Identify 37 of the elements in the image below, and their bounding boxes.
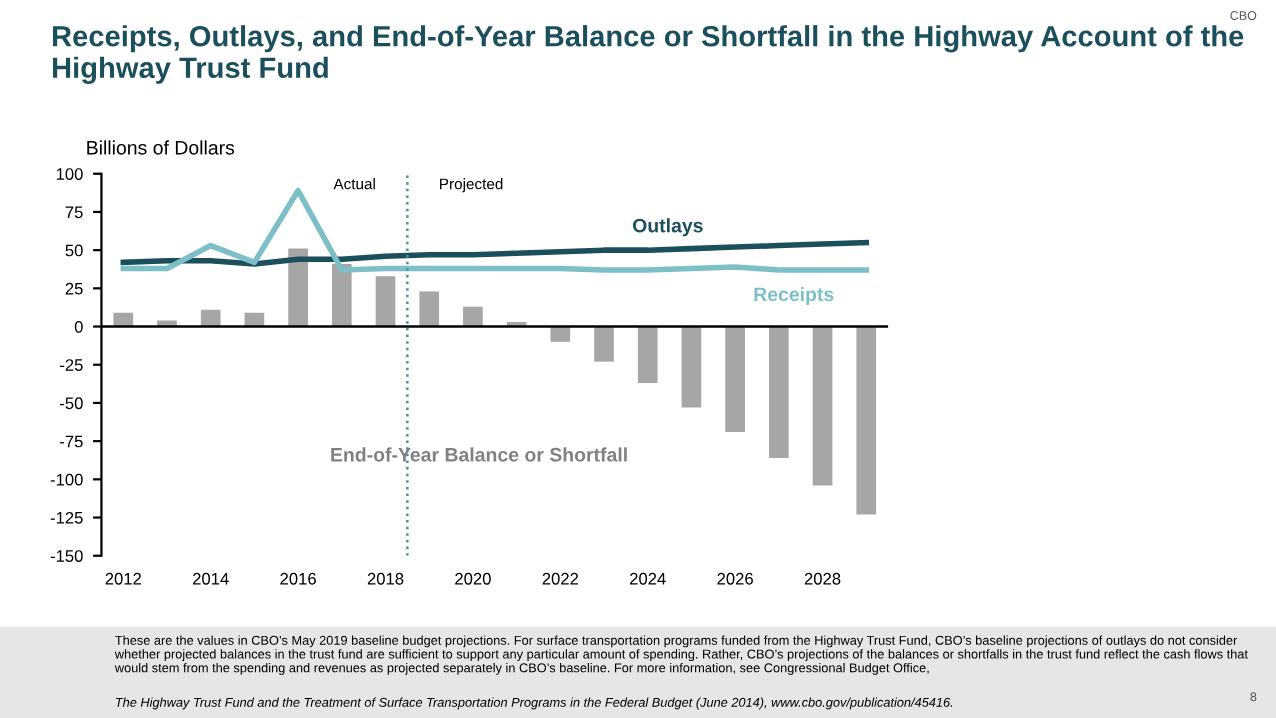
x-tick-label: 2026 [717,572,753,585]
bar [594,326,614,362]
x-tick-label: 2014 [193,572,229,585]
text: End-of-Year Balance or Shortfall [331,447,627,462]
bar [725,326,745,432]
series-label: Outlays [632,218,703,237]
bar [812,326,833,486]
bar [769,326,789,458]
y-axis-title: Billions of Dollars [87,140,235,155]
y-tick-label: -125 [50,511,83,524]
chart-title: Receipts, Outlays, and End-of-Year Balance or Shortfall in the Highway Account of the Highway Trust Fund [52,25,1244,84]
bar [419,291,440,327]
y-tick-label: -75 [60,435,83,448]
x-tick-label: 2020 [455,572,491,585]
x-tick-label: 2012 [105,572,141,585]
y-tick-label: 75 [65,206,83,219]
y-tick-label: -25 [60,359,83,371]
x-tick-label: 2018 [367,572,404,585]
y-tick-label: 100 [56,168,83,180]
y-tick-label: -150 [50,550,83,562]
series-label: Receipts [754,286,834,306]
x-tick-label: 2028 [804,572,841,585]
x-tick-label: 2024 [630,572,666,585]
bar [375,276,396,327]
bar [856,326,877,515]
y-tick-label: 0 [74,320,83,333]
y-tick-label: -100 [50,473,83,486]
y-tick-label: -50 [60,397,83,410]
line-series [120,239,870,267]
bar [463,306,483,327]
x-tick-label: 2016 [280,572,316,585]
bar [681,326,702,408]
y-tick-label: 25 [65,282,83,295]
x-tick-label: 2022 [542,572,579,585]
y-tick-label: 50 [65,244,83,257]
bar [637,326,658,384]
bar [288,248,308,327]
